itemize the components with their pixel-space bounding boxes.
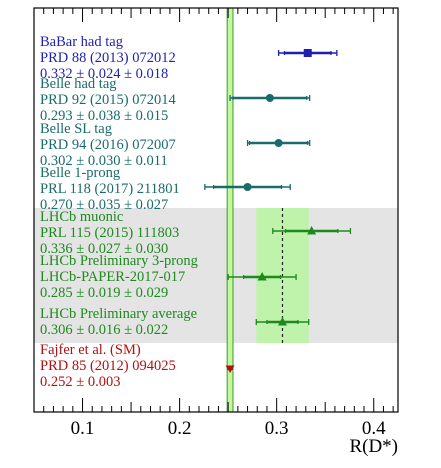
measurement-value: 0.293 ± 0.038 ± 0.015 — [40, 108, 168, 124]
measurement-value: 0.336 ± 0.027 ± 0.030 — [40, 241, 168, 257]
measurement-reference: LHCb-PAPER-2017-017 — [40, 269, 185, 285]
sm-label: Fajfer et al. (SM) — [40, 342, 141, 358]
data-point — [307, 226, 317, 235]
sm-prediction-band — [227, 8, 233, 412]
data-point — [243, 183, 252, 191]
measurement-value: 0.285 ± 0.019 ± 0.029 — [40, 285, 168, 301]
measurement-marks — [204, 49, 352, 373]
sm-reference: PRD 85 (2012) 094025 — [40, 358, 176, 374]
sm-data-point — [225, 365, 235, 373]
measurement-name: Belle had tag — [40, 76, 117, 92]
x-tick-label: 0.2 — [168, 418, 192, 439]
measurement-value: 0.270 ± 0.035 ± 0.027 — [40, 197, 168, 213]
measurement-name: LHCb Preliminary 3-prong — [40, 253, 198, 269]
plot-frame — [33, 7, 399, 413]
data-point — [303, 49, 312, 57]
measurement-reference: PRD 94 (2016) 072007 — [40, 137, 176, 153]
x-axis-ticks — [43, 8, 394, 412]
data-point — [265, 94, 274, 102]
measurement-reference: PRL 118 (2017) 211801 — [40, 181, 180, 197]
measurement-reference: PRL 115 (2015) 111803 — [40, 225, 179, 241]
sm-value: 0.252 ± 0.003 — [40, 374, 120, 390]
x-axis-label: R(D*) — [349, 436, 398, 457]
x-tick-label: 0.3 — [265, 418, 289, 439]
data-point — [277, 317, 287, 326]
data-point — [274, 139, 283, 147]
x-tick-label: 0.4 — [362, 418, 386, 439]
measurement-name: LHCb Preliminary average — [40, 306, 197, 322]
measurement-reference: PRD 88 (2013) 072012 — [40, 50, 176, 66]
measurement-value: 0.302 ± 0.030 ± 0.011 — [40, 153, 168, 169]
x-axis-tick-labels: 0.1 0.2 0.3 0.4 — [71, 418, 386, 439]
measurement-value: 0.332 ± 0.024 ± 0.018 — [40, 66, 168, 82]
data-point — [257, 272, 267, 281]
measurement-reference: PRD 92 (2015) 072014 — [40, 92, 176, 108]
x-tick-label: 0.1 — [71, 418, 95, 439]
measurement-name: Belle SL tag — [40, 121, 112, 137]
measurement-name: Belle 1-prong — [40, 165, 120, 181]
measurement-name: BaBar had tag — [40, 34, 123, 50]
measurement-value: 0.306 ± 0.016 ± 0.022 — [40, 322, 168, 338]
measurement-name: LHCb muonic — [40, 209, 123, 225]
